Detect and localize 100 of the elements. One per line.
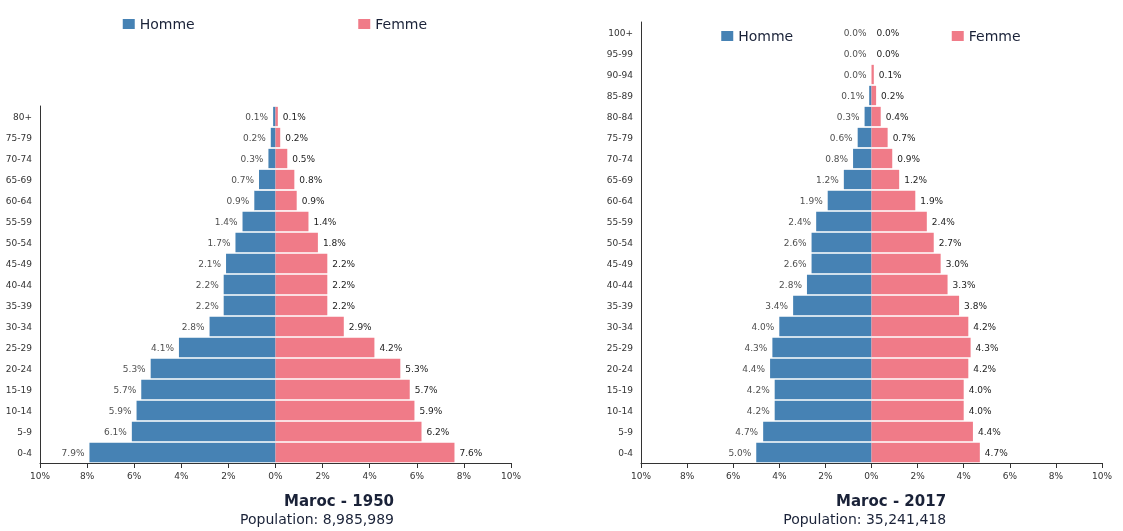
bar	[275, 169, 295, 190]
data-label: 1.2%	[904, 174, 928, 185]
bar	[774, 379, 872, 400]
data-label: 7.6%	[459, 447, 483, 458]
annotation: 5.7%	[113, 384, 137, 395]
bar	[275, 148, 288, 169]
data-label: 0.7%	[892, 132, 916, 143]
bar	[864, 106, 872, 127]
data-label: 3.0%	[945, 258, 969, 269]
x-tick-label: 2%	[221, 470, 236, 481]
bar	[275, 337, 375, 358]
y-tick-label: 90-94	[606, 69, 634, 80]
x-tick-label: 2%	[315, 470, 331, 481]
y-tick-label: 70-74	[5, 153, 33, 164]
data-label: 5.9%	[419, 405, 443, 416]
annotation: 1.2%	[815, 174, 840, 185]
data-label: 0.4%	[885, 111, 910, 122]
x-tick-label: 8%	[679, 470, 695, 481]
bar	[871, 190, 916, 211]
y-tick-label: 25-29	[606, 342, 634, 353]
x-tick-label: 10%	[500, 470, 522, 481]
bar	[763, 421, 872, 442]
y-tick-label: 75-79	[5, 132, 33, 143]
y-tick-label: 30-34	[5, 321, 33, 332]
data-label: 0.0%	[876, 48, 900, 59]
bar	[871, 421, 973, 442]
bar	[871, 337, 971, 358]
bar	[209, 316, 276, 337]
x-tick-label: 0%	[268, 470, 284, 481]
x-tick-label: 4%	[956, 470, 972, 481]
bar	[827, 190, 872, 211]
bar	[226, 253, 276, 274]
text: Population: 35,241,418	[783, 511, 947, 527]
bar	[871, 316, 969, 337]
y-tick-label: 15-19	[5, 384, 33, 395]
y-tick-label: 70-74	[606, 153, 634, 164]
text: Maroc - 1950	[283, 491, 395, 510]
bar	[275, 316, 344, 337]
data-label: 6.2%	[426, 426, 450, 437]
bar	[772, 337, 872, 358]
bar	[136, 400, 276, 421]
bar	[223, 295, 276, 316]
bar	[150, 358, 276, 379]
y-tick-label: 50-54	[606, 237, 634, 248]
bar	[275, 190, 297, 211]
annotation: 2.2%	[195, 300, 220, 311]
data-label: 0.5%	[292, 153, 316, 164]
annotation: 4.7%	[735, 426, 759, 437]
x-tick-label: 10%	[630, 470, 652, 481]
x-tick-label: 8%	[1048, 470, 1064, 481]
annotation: 6.1%	[103, 426, 128, 437]
annotation: 4.4%	[742, 363, 766, 374]
bar	[254, 190, 276, 211]
annotation: 0.6%	[829, 132, 854, 143]
bar	[275, 400, 415, 421]
bar	[275, 211, 309, 232]
y-tick-label: 35-39	[5, 300, 33, 311]
data-label: 0.9%	[897, 153, 921, 164]
annotation: 2.4%	[788, 216, 812, 227]
y-tick-label: 95-99	[606, 48, 634, 59]
bar	[871, 400, 964, 421]
data-label: 0.9%	[301, 195, 326, 206]
data-label: 5.3%	[405, 363, 429, 374]
data-label: 0.0%	[876, 27, 900, 38]
y-tick-label: 40-44	[606, 279, 634, 290]
bar	[811, 232, 872, 253]
bar	[275, 253, 328, 274]
bar	[259, 169, 276, 190]
x-tick-label: 10%	[29, 470, 51, 481]
bar	[843, 169, 872, 190]
text: Maroc - 2017	[836, 491, 947, 510]
bar	[235, 232, 276, 253]
y-tick-label: 5-9	[618, 426, 634, 437]
annotation: 7.9%	[61, 447, 85, 458]
y-tick-label: 30-34	[606, 321, 634, 332]
bar	[242, 211, 276, 232]
data-label: 2.2%	[332, 300, 356, 311]
x-tick-label: 4%	[174, 470, 189, 481]
bar	[275, 295, 328, 316]
bar	[806, 274, 872, 295]
y-tick-label: 10-14	[5, 405, 33, 416]
y-tick-label: 60-64	[5, 195, 33, 206]
annotation: 0.2%	[242, 132, 267, 143]
bar	[141, 379, 276, 400]
y-tick-label: 60-64	[606, 195, 634, 206]
y-tick-label: 45-49	[5, 258, 33, 269]
bar	[774, 400, 872, 421]
y-tick-label: 20-24	[5, 363, 33, 374]
legend-label: Femme	[375, 16, 428, 32]
bar	[871, 148, 893, 169]
bar	[871, 169, 900, 190]
bar	[275, 421, 422, 442]
data-label: 4.3%	[975, 342, 999, 353]
data-label: 3.8%	[964, 300, 988, 311]
bar	[275, 379, 410, 400]
bar	[857, 127, 872, 148]
data-label: 3.3%	[952, 279, 976, 290]
bar	[223, 274, 276, 295]
data-label: 5.7%	[414, 384, 439, 395]
x-tick-label: 4%	[772, 470, 787, 481]
